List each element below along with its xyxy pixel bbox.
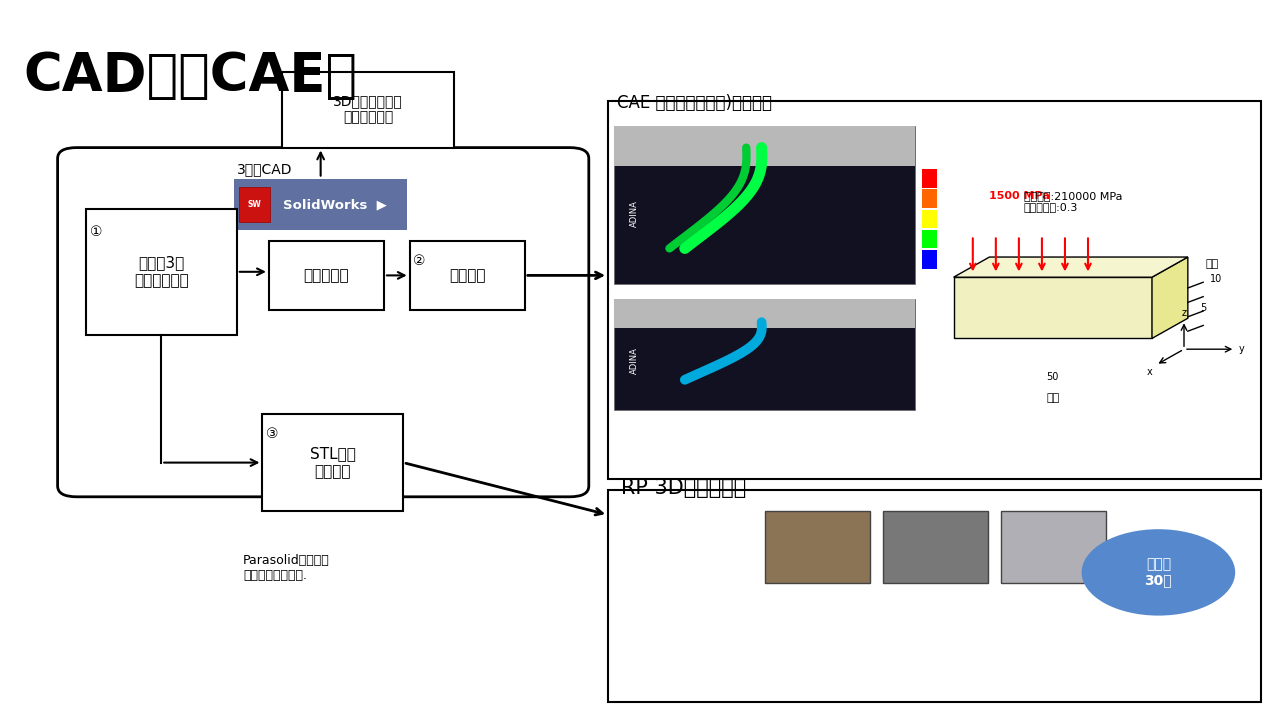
Text: 3次元CAD: 3次元CAD	[237, 163, 292, 176]
Text: 1500 MPa: 1500 MPa	[989, 191, 1051, 201]
Text: SW: SW	[248, 200, 261, 209]
Bar	[614, 126, 915, 166]
Text: 部品の3次
元モデリング: 部品の3次 元モデリング	[134, 256, 188, 288]
Text: CADからCAEへ: CADからCAEへ	[23, 50, 357, 102]
Bar	[608, 490, 1261, 702]
Bar	[282, 72, 454, 148]
FancyBboxPatch shape	[58, 148, 589, 497]
Text: SolidWorks  ▶: SolidWorks ▶	[283, 198, 387, 211]
Polygon shape	[1152, 257, 1188, 338]
Text: Parasolidファイル
を使うこともある.: Parasolidファイル を使うこともある.	[243, 554, 330, 582]
Text: 3Dプリンターの
加工ファイル: 3Dプリンターの 加工ファイル	[333, 94, 403, 125]
Bar	[765, 511, 870, 583]
Bar	[269, 241, 384, 310]
Bar	[922, 250, 937, 269]
Text: y: y	[1239, 344, 1244, 354]
Text: CAE 有限要素法　例)曲げ加工: CAE 有限要素法 例)曲げ加工	[617, 94, 772, 112]
Bar	[608, 101, 1261, 479]
Circle shape	[1082, 529, 1235, 616]
Bar	[1001, 511, 1106, 583]
Bar	[922, 210, 937, 228]
Text: STL形式
ファイル: STL形式 ファイル	[310, 446, 356, 479]
Bar	[614, 299, 915, 328]
Text: ①: ①	[90, 225, 102, 238]
Bar	[883, 511, 988, 583]
Text: ③: ③	[266, 427, 279, 441]
Text: 5: 5	[1201, 303, 1207, 312]
Bar	[410, 241, 525, 310]
Bar	[922, 169, 937, 188]
Text: アセンブリ: アセンブリ	[303, 268, 349, 283]
Bar	[86, 209, 237, 335]
Bar	[922, 189, 937, 208]
Text: z: z	[1181, 308, 1187, 318]
Text: ヤング率:210000 MPa
ポアソン比:0.3: ヤング率:210000 MPa ポアソン比:0.3	[1024, 191, 1123, 212]
Bar	[922, 230, 937, 248]
Bar	[954, 277, 1152, 338]
Bar	[239, 187, 270, 222]
Text: 鉄鋼: 鉄鋼	[1046, 393, 1060, 403]
Text: 固定: 固定	[1206, 259, 1219, 269]
Bar	[234, 179, 407, 230]
Text: ADINA: ADINA	[630, 347, 640, 374]
Text: x: x	[1147, 367, 1152, 377]
Text: ADINA: ADINA	[630, 199, 640, 227]
Bar	[614, 126, 915, 284]
Text: RP 3Dプリンター: RP 3Dプリンター	[621, 478, 746, 498]
Text: 10: 10	[1210, 274, 1222, 284]
Text: ②: ②	[413, 254, 426, 268]
Text: 印刷に
30分: 印刷に 30分	[1144, 557, 1172, 588]
Text: 図面出力: 図面出力	[449, 268, 485, 283]
Polygon shape	[954, 257, 1188, 277]
Text: 50: 50	[1047, 372, 1059, 382]
Bar	[614, 299, 915, 410]
Bar	[262, 414, 403, 511]
